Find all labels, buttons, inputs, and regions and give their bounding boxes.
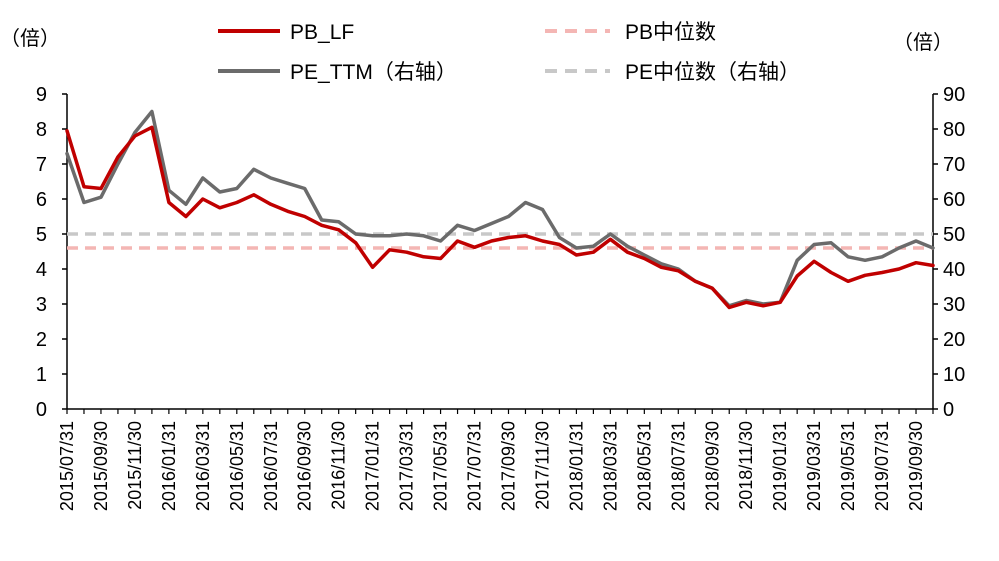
left-tick-label: 2 — [36, 329, 47, 351]
right-tick-label: 70 — [943, 154, 965, 176]
pe-ttm-line — [65, 109, 935, 308]
left-tick-label: 1 — [36, 364, 47, 386]
legend-label-pb-lf: PB_LF — [290, 21, 354, 44]
left-axis-unit: （倍） — [0, 27, 60, 50]
x-tick-label: 2019/01/31 — [770, 421, 790, 511]
legend-label-pe-ttm: PE_TTM（右轴） — [290, 61, 457, 84]
x-tick-label: 2016/05/31 — [227, 421, 247, 511]
x-tick-label: 2019/07/31 — [872, 421, 892, 511]
right-tick-label: 10 — [943, 364, 965, 386]
x-tick-label: 2017/07/31 — [465, 421, 485, 511]
left-tick-label: 3 — [36, 294, 47, 316]
x-tick-label: 2019/09/30 — [906, 421, 926, 511]
x-tick-label: 2015/07/31 — [57, 421, 77, 511]
right-axis-unit: （倍） — [893, 31, 953, 54]
right-tick-label: 0 — [943, 399, 954, 421]
legend: PB_LF PE_TTM（右轴） PB中位数 PE中位数（右轴） — [218, 21, 800, 84]
right-tick-label: 90 — [943, 84, 965, 106]
x-tick-label: 2018/03/31 — [600, 421, 620, 511]
left-tick-label: 8 — [36, 119, 47, 141]
left-tick-label: 5 — [36, 224, 47, 246]
right-tick-label: 40 — [943, 259, 965, 281]
x-tick-label: 2018/01/31 — [566, 421, 586, 511]
x-tick-label: 2016/09/30 — [295, 421, 315, 511]
x-tick-label: 2018/07/31 — [668, 421, 688, 511]
right-tick-label: 20 — [943, 329, 965, 351]
legend-label-pe-median: PE中位数（右轴） — [625, 61, 800, 84]
pb-lf-line — [65, 125, 935, 310]
legend-label-pb-median: PB中位数 — [625, 21, 716, 44]
x-tick-label: 2017/09/30 — [498, 421, 518, 511]
x-tick-label: 2015/11/30 — [125, 421, 145, 510]
left-tick-label: 0 — [36, 399, 47, 421]
x-tick-label: 2018/09/30 — [702, 421, 722, 511]
x-tick-label: 2019/03/31 — [804, 421, 824, 511]
left-tick-label: 7 — [36, 154, 47, 176]
left-tick-label: 6 — [36, 189, 47, 211]
x-tick-label: 2016/03/31 — [193, 421, 213, 511]
x-tick-label: 2018/11/30 — [736, 421, 756, 510]
right-tick-label: 30 — [943, 294, 965, 316]
x-tick-label: 2017/05/31 — [431, 421, 451, 511]
median-lines-group — [67, 232, 933, 250]
x-tick-label: 2015/09/30 — [91, 421, 111, 511]
left-tick-label: 9 — [36, 84, 47, 106]
right-tick-label: 50 — [943, 224, 965, 246]
x-tick-label: 2016/11/30 — [329, 421, 349, 510]
x-tick-label: 2017/01/31 — [363, 421, 383, 511]
x-tick-label: 2016/01/31 — [159, 421, 179, 511]
x-tick-label: 2019/05/31 — [838, 421, 858, 511]
x-tick-label: 2017/03/31 — [397, 421, 417, 511]
x-tick-label: 2016/07/31 — [261, 421, 281, 511]
x-tick-label: 2018/05/31 — [634, 421, 654, 511]
series-lines-group — [65, 109, 935, 310]
right-tick-label: 80 — [943, 119, 965, 141]
right-tick-label: 60 — [943, 189, 965, 211]
x-tick-label: 2017/11/30 — [532, 421, 552, 510]
left-tick-label: 4 — [36, 259, 47, 281]
